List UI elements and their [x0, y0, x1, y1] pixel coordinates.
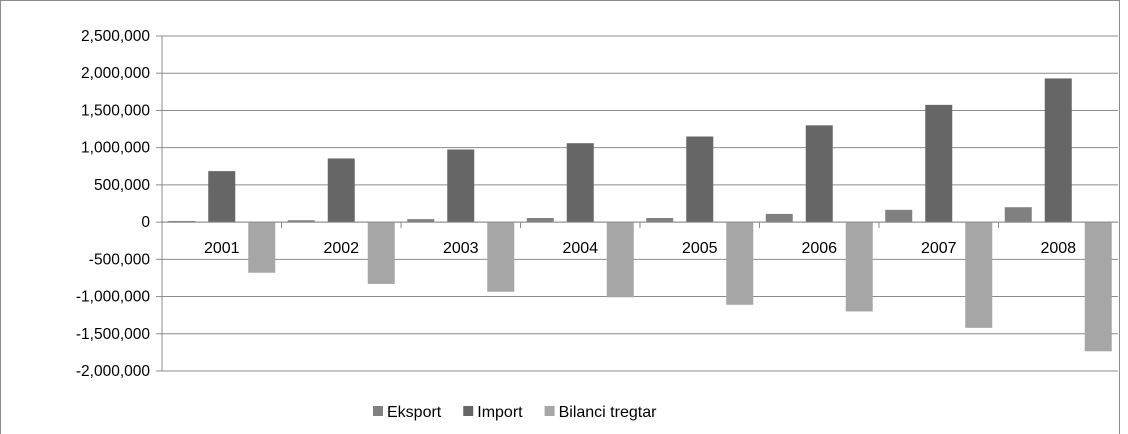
bar-eksport-2004: [526, 218, 554, 223]
bar-eksport-2008: [1004, 207, 1032, 223]
y-tick-label: 1,000,000: [81, 140, 150, 157]
x-category-label: 2006: [801, 240, 837, 257]
bar-bilanci-tregtar-2006: [845, 222, 873, 312]
bar-eksport-2002: [287, 220, 315, 223]
y-tick-label: 2,000,000: [81, 65, 150, 82]
y-tick-label: 500,000: [94, 177, 150, 194]
bar-eksport-2001: [168, 220, 196, 223]
bar-eksport-2003: [407, 219, 435, 223]
x-category-label: 2005: [682, 240, 718, 257]
legend-swatch-eksport: [373, 406, 383, 416]
legend-label-import: Import: [477, 404, 523, 421]
bar-eksport-2006: [765, 213, 793, 223]
y-tick-label: 0: [141, 214, 150, 231]
legend-label-eksport: Eksport: [387, 404, 442, 421]
bar-bilanci-tregtar-2001: [248, 222, 276, 273]
bar-import-2002: [327, 158, 355, 223]
legend-swatch-import: [463, 406, 474, 416]
bar-bilanci-tregtar-2008: [1084, 222, 1112, 352]
bars: [168, 78, 1112, 352]
bar-import-2003: [447, 149, 475, 223]
bar-import-2007: [925, 104, 953, 223]
x-category-label: 2003: [443, 240, 479, 257]
legend: Eksport Import Bilanci tregtar: [373, 404, 657, 421]
x-category-label: 2002: [323, 240, 359, 257]
bar-import-2001: [208, 171, 236, 223]
bar-bilanci-tregtar-2003: [487, 222, 515, 292]
bar-eksport-2007: [885, 209, 913, 223]
gridlines: [162, 35, 1118, 372]
x-category-labels: 2001 2002 2003 2004 2005 2006 2007 2008: [204, 240, 1076, 257]
bar-bilanci-tregtar-2002: [367, 222, 395, 284]
legend-swatch-bilanci-tregtar: [544, 406, 555, 416]
y-tick-label: -500,000: [89, 251, 151, 268]
bar-import-2005: [686, 136, 714, 223]
bar-bilanci-tregtar-2004: [606, 222, 634, 298]
bar-import-2008: [1044, 78, 1072, 223]
y-tick-label: -1,000,000: [76, 289, 150, 306]
bar-import-2006: [805, 125, 833, 223]
x-category-label: 2004: [562, 240, 598, 257]
bar-bilanci-tregtar-2005: [726, 222, 754, 305]
bar-import-2004: [566, 143, 594, 223]
y-tick-label: -1,500,000: [76, 326, 150, 343]
axes: [156, 35, 1118, 372]
bar-eksport-2005: [646, 218, 674, 223]
y-tick-label: 1,500,000: [81, 102, 150, 119]
x-category-label: 2001: [204, 240, 240, 257]
y-tick-labels: 2,500,000 2,000,000 1,500,000 1,000,000 500,…: [76, 28, 151, 380]
x-category-label: 2008: [1040, 240, 1076, 257]
bar-bilanci-tregtar-2007: [965, 222, 993, 328]
y-tick-label: -2,000,000: [76, 363, 150, 380]
legend-label-bilanci-tregtar: Bilanci tregtar: [559, 404, 657, 421]
y-tick-label: 2,500,000: [81, 28, 150, 45]
x-category-label: 2007: [921, 240, 957, 257]
